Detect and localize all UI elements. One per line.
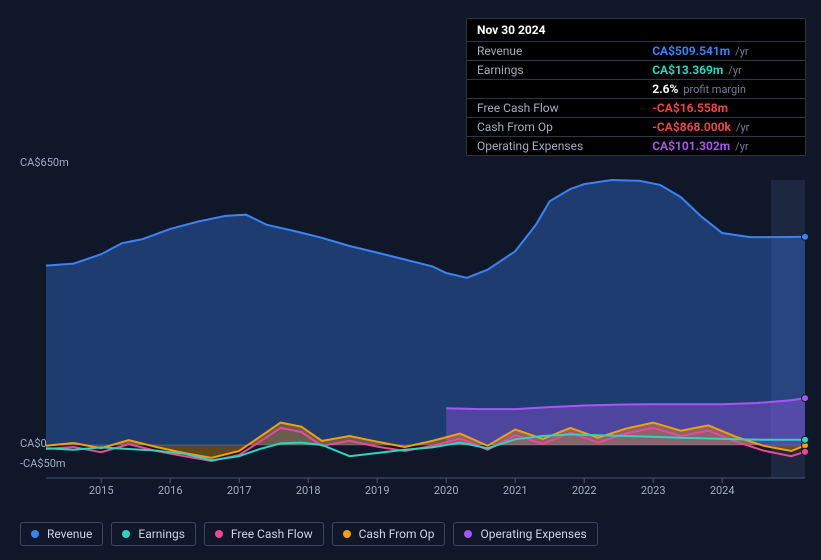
x-tick-label: 2016 — [158, 484, 183, 497]
tooltip-value: -CA$16.558m — [642, 99, 805, 118]
legend-label: Operating Expenses — [480, 527, 586, 541]
tooltip-row: EarningsCA$13.369m /yr — [467, 61, 805, 80]
x-tick-label: 2015 — [89, 484, 114, 497]
tooltip-label: Free Cash Flow — [467, 99, 642, 118]
x-tick-label: 2022 — [572, 484, 597, 497]
legend-label: Free Cash Flow — [231, 527, 313, 541]
tooltip-row: Cash From Op-CA$868.000k /yr — [467, 118, 805, 137]
x-tick-label: 2023 — [641, 484, 666, 497]
legend-dot-icon — [122, 530, 130, 538]
x-tick-label: 2018 — [296, 484, 321, 497]
tooltip-value: CA$509.541m /yr — [642, 42, 805, 61]
end-dot-earnings — [802, 436, 809, 443]
tooltip-value: 2.6% profit margin — [642, 80, 805, 99]
legend-chip-revenue[interactable]: Revenue — [20, 522, 103, 546]
tooltip-row: Operating ExpensesCA$101.302m /yr — [467, 137, 805, 156]
x-tick-label: 2021 — [503, 484, 528, 497]
y-axis-label-neg: -CA$50m — [20, 457, 66, 470]
tooltip-date: Nov 30 2024 — [467, 19, 805, 41]
legend-chip-opex[interactable]: Operating Expenses — [453, 522, 597, 546]
tooltip-label: Earnings — [467, 61, 642, 80]
legend-dot-icon — [343, 530, 351, 538]
legend-label: Earnings — [138, 527, 185, 541]
tooltip-row: 2.6% profit margin — [467, 80, 805, 99]
end-dot-revenue — [802, 233, 809, 240]
legend-label: Revenue — [47, 527, 92, 541]
legend: Revenue Earnings Free Cash Flow Cash From O… — [20, 522, 598, 546]
legend-chip-earnings[interactable]: Earnings — [111, 522, 196, 546]
tooltip-value: -CA$868.000k /yr — [642, 118, 805, 137]
legend-label: Cash From Op — [359, 527, 435, 541]
tooltip-row: RevenueCA$509.541m /yr — [467, 42, 805, 61]
tooltip-row: Free Cash Flow-CA$16.558m — [467, 99, 805, 118]
tooltip-label: Cash From Op — [467, 118, 642, 137]
legend-dot-icon — [31, 530, 39, 538]
x-tick-label: 2024 — [710, 484, 735, 497]
legend-dot-icon — [215, 530, 223, 538]
y-axis-label-zero: CA$0 — [20, 437, 47, 450]
tooltip-label: Operating Expenses — [467, 137, 642, 156]
tooltip-label: Revenue — [467, 42, 642, 61]
legend-chip-cfo[interactable]: Cash From Op — [332, 522, 446, 546]
end-dot-opex — [802, 395, 809, 402]
x-tick-label: 2017 — [227, 484, 252, 497]
chart-svg — [16, 160, 805, 500]
x-tick-label: 2020 — [434, 484, 459, 497]
legend-chip-fcf[interactable]: Free Cash Flow — [204, 522, 324, 546]
x-tick-label: 2019 — [365, 484, 390, 497]
end-dot-fcf — [802, 448, 809, 455]
tooltip-value: CA$13.369m /yr — [642, 61, 805, 80]
legend-dot-icon — [464, 530, 472, 538]
tooltip-value: CA$101.302m /yr — [642, 137, 805, 156]
chart-area: CA$650m CA$0 -CA$50m 2015201620172018201… — [16, 160, 805, 500]
tooltip-panel: Nov 30 2024RevenueCA$509.541m /yrEarning… — [466, 18, 806, 156]
y-axis-label-top: CA$650m — [20, 156, 69, 169]
tooltip-label — [467, 80, 642, 99]
